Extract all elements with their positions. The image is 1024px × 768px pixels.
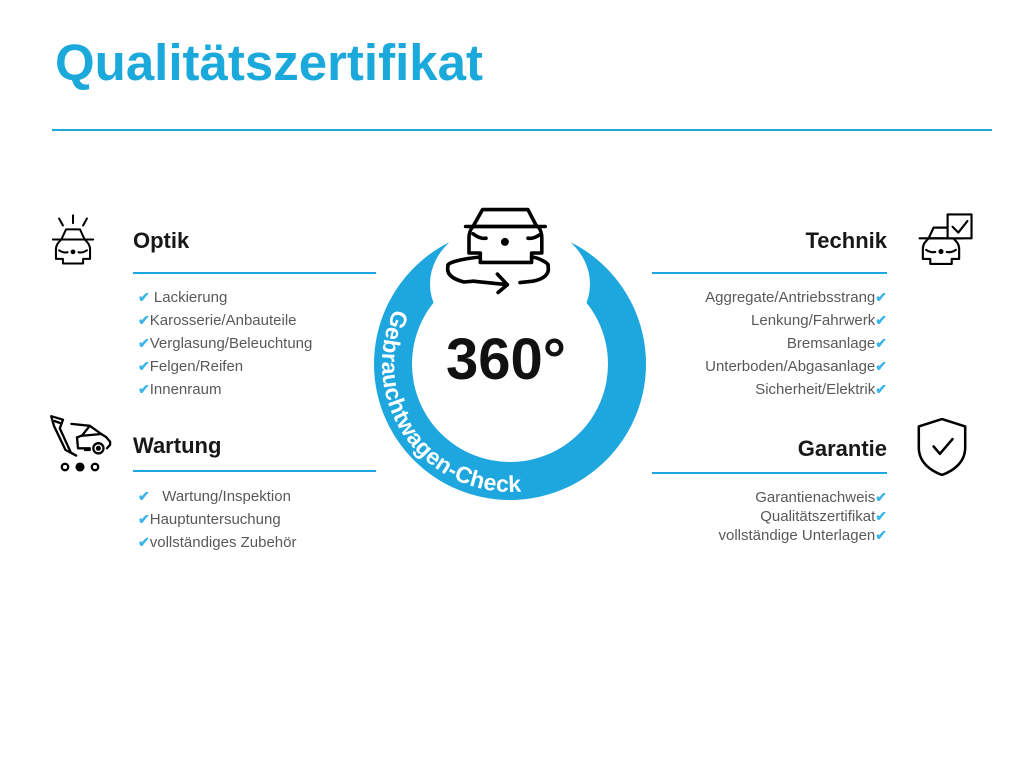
svg-text:360°: 360° bbox=[446, 327, 566, 392]
